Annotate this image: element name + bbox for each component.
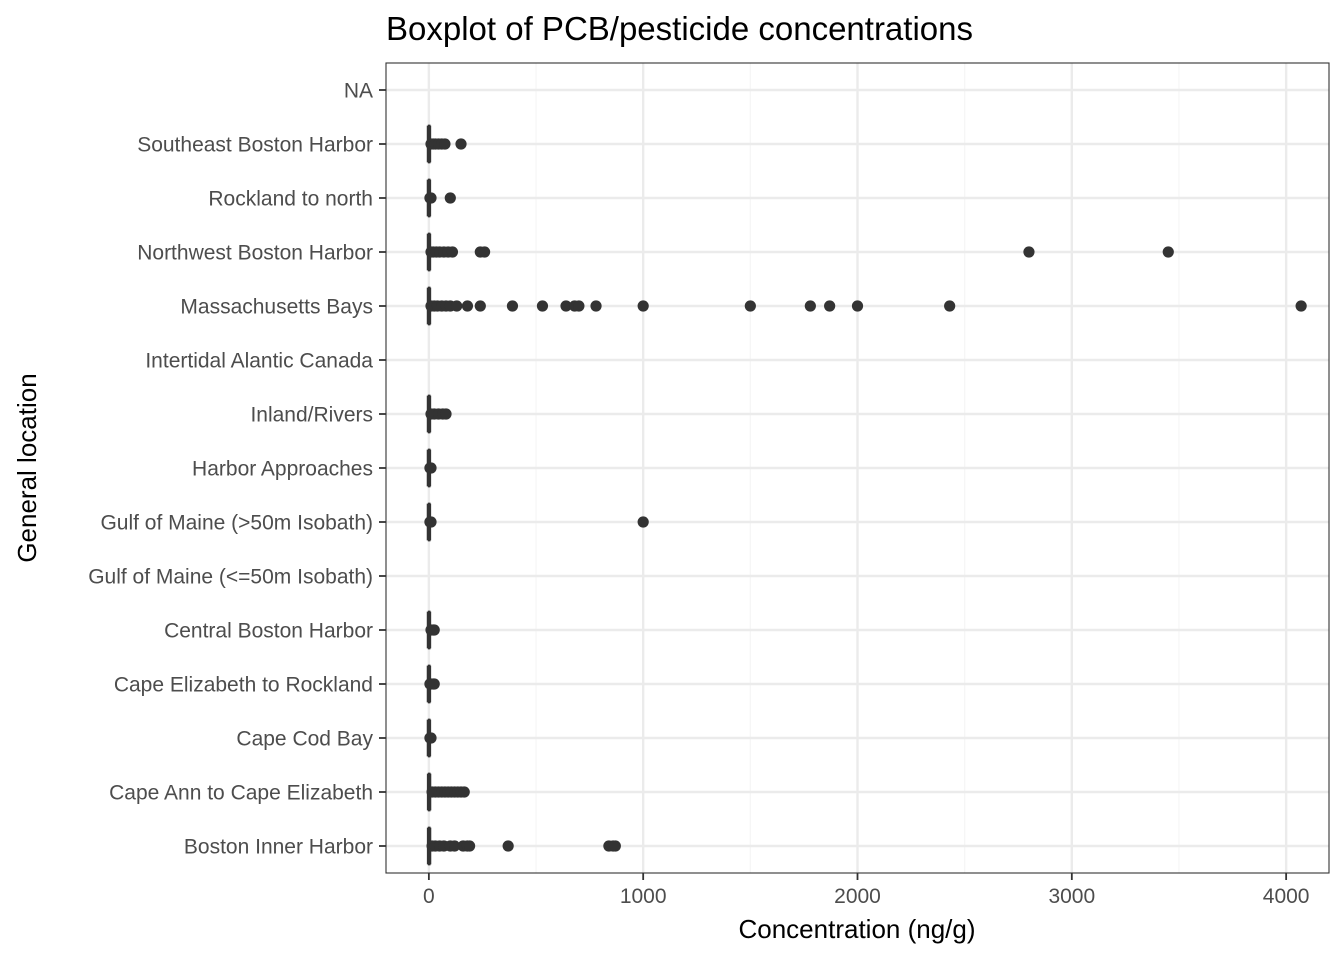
outlier-point (944, 300, 956, 312)
outlier-point (474, 300, 486, 312)
outlier-point (1162, 246, 1174, 258)
outlier-point (573, 300, 585, 312)
outlier-point (444, 192, 456, 204)
y-tick-label: NA (344, 80, 373, 103)
outlier-point (744, 300, 756, 312)
y-tick-label: Intertidal Alantic Canada (145, 350, 373, 373)
outlier-point (506, 300, 519, 312)
x-axis-title: Concentration (ng/g) (738, 914, 975, 944)
outlier-point (851, 300, 864, 312)
y-axis: NA Southeast Boston Harbor Rockland to nor… (88, 80, 386, 859)
outlier-point (425, 516, 437, 528)
marks (424, 124, 1307, 866)
y-tick-label: Massachusetts Bays (180, 296, 373, 319)
outlier-point (428, 624, 440, 636)
chart-title: Boxplot of PCB/pesticide concentrations (386, 10, 973, 47)
y-tick-label: Gulf of Maine (<=50m Isobath) (88, 566, 373, 589)
outlier-point (609, 840, 621, 852)
outlier-point (502, 840, 514, 852)
y-tick-label: Rockland to north (208, 188, 373, 211)
outlier-point (590, 300, 602, 312)
outlier-point (448, 840, 461, 852)
x-axis: 0 1000 2000 3000 4000 (423, 873, 1309, 908)
y-tick-label: Cape Cod Bay (236, 728, 373, 751)
y-tick-label: Gulf of Maine (>50m Isobath) (100, 512, 373, 535)
x-tick-label: 3000 (1048, 885, 1095, 908)
outlier-point (1023, 246, 1035, 258)
outlier-point (637, 516, 649, 528)
y-tick-label: Northwest Boston Harbor (137, 242, 373, 265)
outlier-point (425, 732, 437, 744)
outlier-point (440, 408, 452, 420)
x-tick-label: 0 (423, 885, 435, 908)
outlier-point (425, 192, 437, 204)
outlier-point (824, 300, 836, 312)
grid (386, 63, 1329, 873)
outlier-point (425, 462, 437, 474)
y-axis-title: General location (12, 373, 42, 562)
outlier-point (560, 300, 572, 312)
outlier-point (461, 300, 474, 312)
y-tick-label: Cape Ann to Cape Elizabeth (109, 782, 373, 805)
y-tick-label: Boston Inner Harbor (184, 836, 373, 859)
outlier-point (536, 300, 549, 312)
x-tick-label: 4000 (1263, 885, 1310, 908)
y-tick-label: Southeast Boston Harbor (137, 134, 373, 157)
outlier-point (439, 138, 451, 150)
outlier-point (458, 786, 470, 798)
x-tick-label: 2000 (834, 885, 881, 908)
outlier-point (804, 300, 816, 312)
outlier-point (478, 246, 491, 258)
outlier-point (455, 138, 467, 150)
outlier-point (451, 300, 463, 312)
outlier-point (637, 300, 649, 312)
outlier-point (1295, 300, 1307, 312)
y-tick-label: Cape Elizabeth to Rockland (114, 674, 373, 697)
outlier-point (428, 678, 440, 690)
y-tick-label: Inland/Rivers (250, 404, 373, 427)
y-tick-label: Harbor Approaches (192, 458, 373, 481)
y-tick-label: Central Boston Harbor (164, 620, 373, 643)
outlier-point (446, 246, 459, 258)
outlier-point (463, 840, 476, 852)
x-tick-label: 1000 (620, 885, 667, 908)
